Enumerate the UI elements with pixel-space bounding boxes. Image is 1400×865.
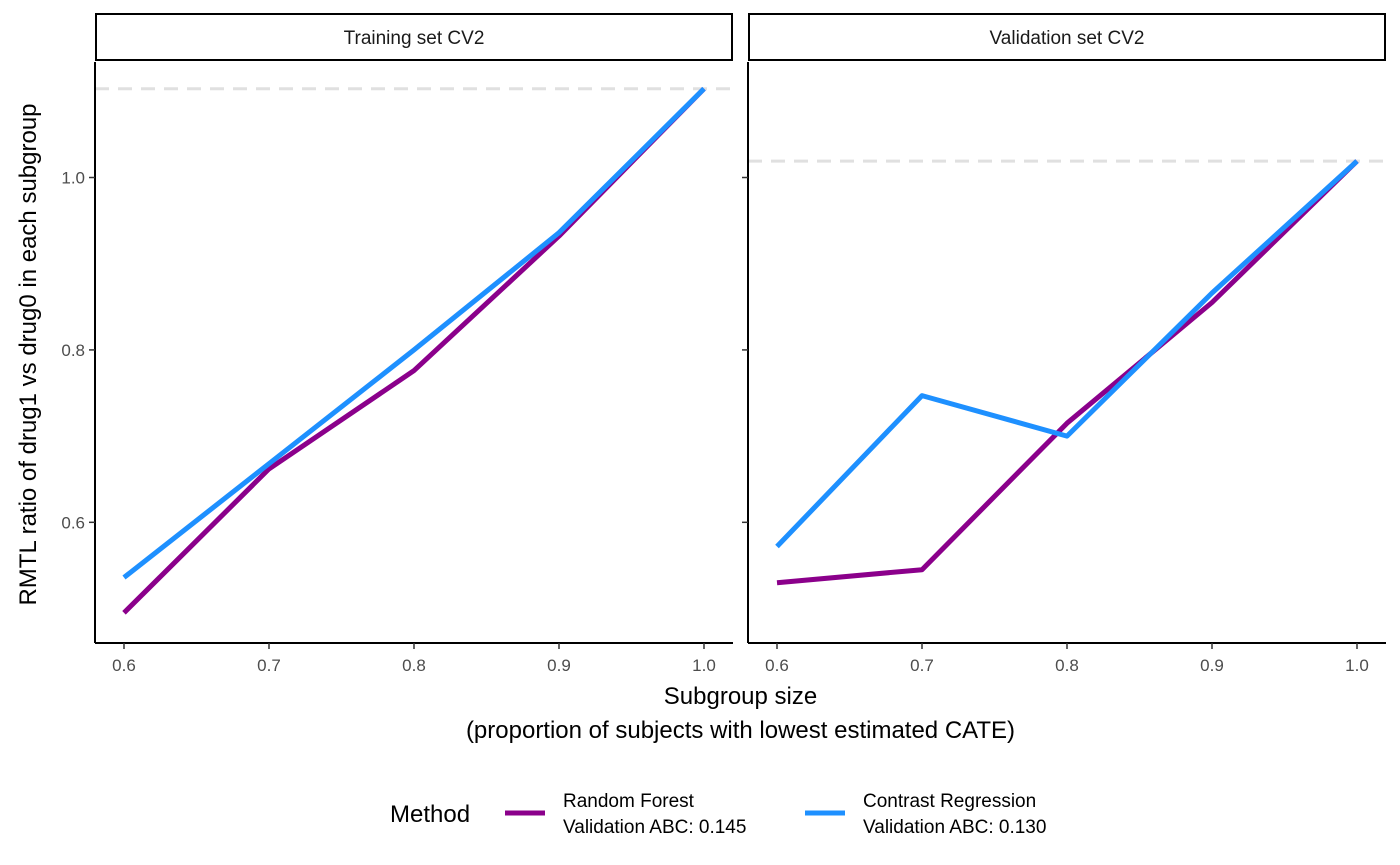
x-tick-label: 1.0 xyxy=(692,656,716,675)
facet-title: Validation set CV2 xyxy=(990,28,1145,49)
facet-title: Training set CV2 xyxy=(344,28,485,49)
x-tick-label: 0.7 xyxy=(257,656,281,675)
facet-panel-2: Validation set CV2 0.6 0.7 0.8 0.9 1.0 xyxy=(742,13,1386,675)
y-tick-label: 1.0 xyxy=(61,169,85,188)
series-line-cr xyxy=(775,159,1359,549)
facet-strip xyxy=(95,13,733,61)
legend: Method Random Forest Validation ABC: 0.145… xyxy=(390,791,1046,838)
x-axis-title: Subgroup size xyxy=(664,683,817,710)
x-tick-label: 0.8 xyxy=(402,656,426,675)
x-tick-label: 0.8 xyxy=(1055,656,1079,675)
legend-item-rf: Random Forest Validation ABC: 0.145 xyxy=(505,791,746,838)
x-tick-label: 0.6 xyxy=(112,656,136,675)
y-tick-label: 0.6 xyxy=(61,513,85,532)
facet-panel-1: Training set CV2 0.6 0.7 0.8 0.9 1.0 0.6 0.8 1.0 xyxy=(61,13,733,675)
y-axis-title: RMTL ratio of drug1 vs drug0 in each sub… xyxy=(15,103,42,605)
legend-label: Random Forest xyxy=(563,791,695,812)
legend-title: Method xyxy=(390,801,470,828)
legend-sublabel: Validation ABC: 0.145 xyxy=(563,817,746,838)
x-tick-label: 1.0 xyxy=(1345,656,1369,675)
series-line-cr xyxy=(122,86,706,580)
y-tick-label: 0.8 xyxy=(61,341,85,360)
legend-sublabel: Validation ABC: 0.130 xyxy=(863,817,1046,838)
legend-label: Contrast Regression xyxy=(863,791,1036,812)
x-tick-label: 0.9 xyxy=(1200,656,1224,675)
facet-strip xyxy=(748,13,1386,61)
legend-item-cr: Contrast Regression Validation ABC: 0.130 xyxy=(805,791,1046,838)
series-line-rf xyxy=(776,159,1359,586)
x-tick-label: 0.7 xyxy=(910,656,934,675)
x-tick-label: 0.6 xyxy=(765,656,789,675)
x-axis-subtitle: (proportion of subjects with lowest esti… xyxy=(466,717,1015,744)
x-tick-label: 0.9 xyxy=(547,656,571,675)
